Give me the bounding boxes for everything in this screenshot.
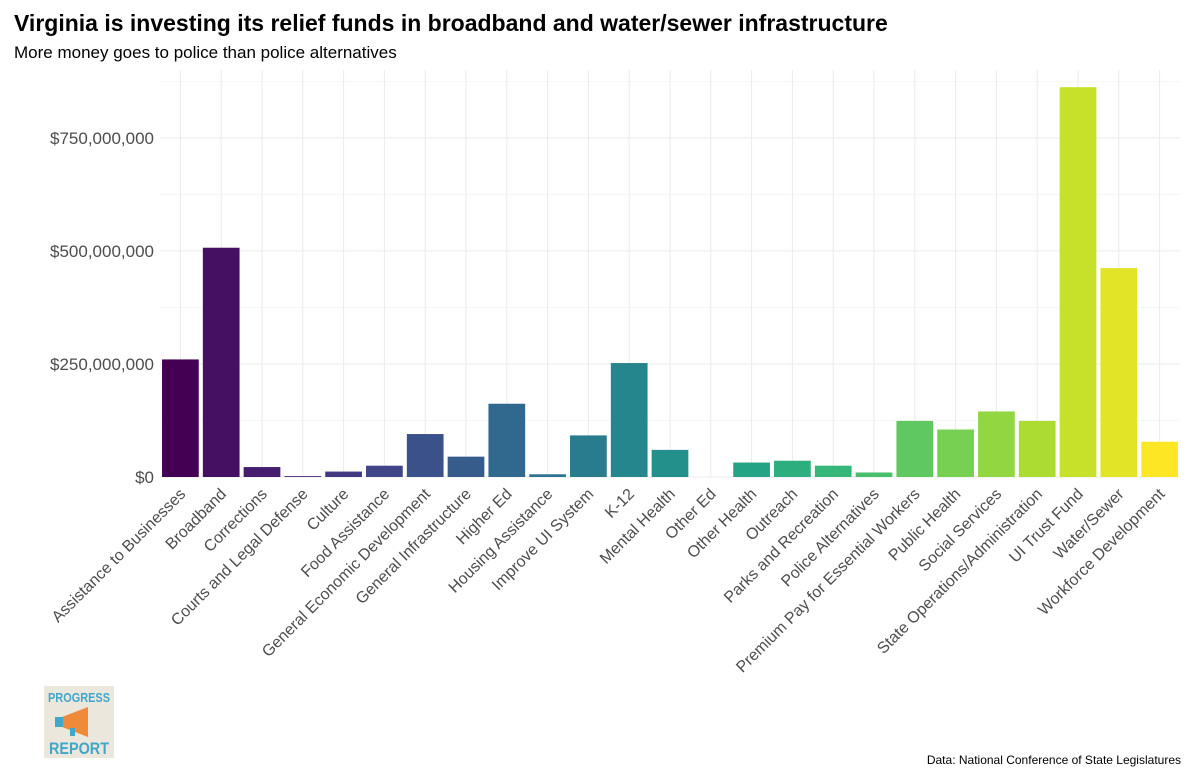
bar <box>1059 87 1097 477</box>
x-tick-label: K-12 <box>602 486 638 522</box>
chart-subtitle: More money goes to police than police al… <box>14 43 397 62</box>
bar <box>733 462 770 477</box>
bar <box>284 476 322 477</box>
y-axis: $0 $250,000,000 $500,000,000 $750,000,000 <box>50 129 154 487</box>
bar <box>406 434 444 477</box>
bar <box>447 456 485 477</box>
bar <box>488 403 526 477</box>
bar <box>162 359 199 477</box>
bar <box>366 465 403 477</box>
bar <box>978 411 1015 477</box>
bar <box>325 471 362 477</box>
bar <box>937 429 974 477</box>
x-tick-label: Water/Sewer <box>1051 485 1128 562</box>
megaphone-icon <box>55 707 88 737</box>
bar <box>610 363 648 477</box>
bar <box>855 472 893 477</box>
y-tick-label: $0 <box>135 468 154 487</box>
grid-lines <box>160 70 1180 478</box>
bar <box>243 467 281 477</box>
bar <box>529 474 566 477</box>
logo-line2: REPORT <box>49 739 110 758</box>
x-tick-label: Assistance to Businesses <box>49 486 189 626</box>
bar <box>570 435 607 477</box>
bars <box>162 87 1178 477</box>
data-source-caption: Data: National Conference of State Legis… <box>927 753 1181 767</box>
bar <box>774 460 811 477</box>
bar <box>896 420 934 477</box>
y-tick-label: $500,000,000 <box>50 242 154 261</box>
bar <box>1141 441 1178 477</box>
progress-report-logo: PROGRESS REPORT <box>44 686 114 758</box>
y-tick-label: $250,000,000 <box>50 355 154 374</box>
bar <box>1100 268 1138 477</box>
bar <box>651 449 689 477</box>
x-axis: Assistance to BusinessesBroadbandCorrect… <box>49 485 1169 676</box>
chart-title: Virginia is investing its relief funds i… <box>14 10 888 36</box>
bar <box>814 465 852 477</box>
bar <box>1018 420 1056 477</box>
logo-line1: PROGRESS <box>48 690 110 705</box>
bar <box>202 247 240 477</box>
y-tick-label: $750,000,000 <box>50 129 154 148</box>
